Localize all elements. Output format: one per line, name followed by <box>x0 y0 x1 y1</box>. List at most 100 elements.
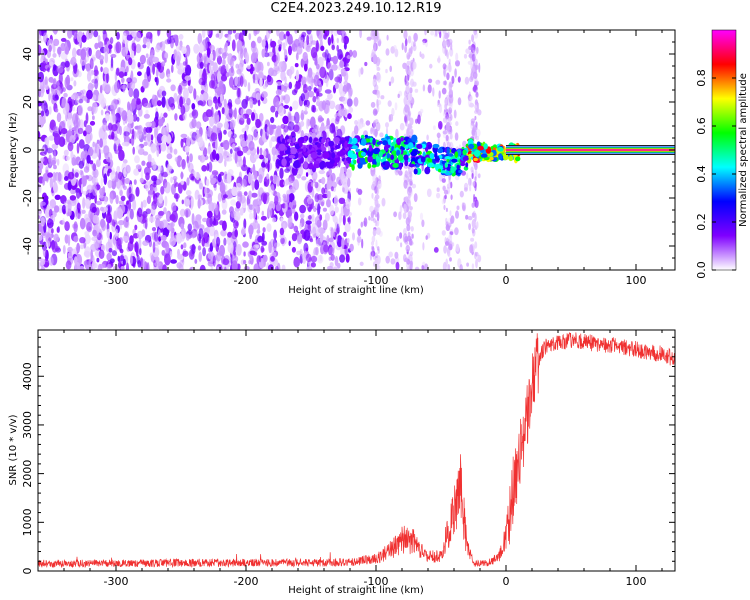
spectrogram-noise-cell <box>348 87 353 97</box>
spectrogram-noise-cell <box>394 48 399 58</box>
spectrogram-noise-cell <box>220 74 228 82</box>
spectrogram-noise-cell <box>361 238 364 249</box>
spectrogram-signal-cell <box>480 153 488 158</box>
spectrogram-signal-cell <box>297 153 304 158</box>
spectrogram-noise-cell <box>80 267 85 270</box>
spectrogram-signal-cell <box>321 138 325 144</box>
spectrogram-noise-cell <box>446 183 451 189</box>
spectrogram-noise-cell <box>373 261 376 267</box>
spectrogram-noise-cell <box>393 211 397 218</box>
spectrogram-noise-cell <box>184 145 190 153</box>
spectrogram-noise-cell <box>217 71 221 83</box>
spectrogram-noise-cell <box>156 100 162 107</box>
spectrogram-noise-cell <box>405 244 411 253</box>
spectrogram-signal-cell <box>372 138 376 146</box>
spectrogram-signal-cell <box>497 146 504 152</box>
spectrogram-noise-cell <box>165 242 170 254</box>
spectrogram-noise-cell <box>266 173 270 180</box>
spectrogram-noise-cell <box>422 38 428 44</box>
spectrogram-noise-cell <box>212 62 218 73</box>
spectrogram-noise-cell <box>289 106 293 112</box>
spectrogram-noise-cell <box>73 235 79 243</box>
spectrogram-noise-cell <box>62 218 65 225</box>
spectrogram-noise-cell <box>465 214 469 220</box>
spectrogram-noise-cell <box>354 125 359 135</box>
spectrogram-noise-cell <box>146 38 151 49</box>
spectrogram-noise-cell <box>241 226 246 235</box>
spectrogram-noise-cell <box>42 245 47 258</box>
spectrogram-noise-cell <box>233 147 240 152</box>
y-tick-label: 4000 <box>21 362 34 390</box>
spectrogram-noise-cell <box>292 199 297 206</box>
spectrogram-noise-cell <box>250 167 255 173</box>
spectrogram-noise-cell <box>263 181 267 187</box>
spectrogram-noise-cell <box>338 217 341 227</box>
spectrogram-noise-cell <box>67 252 74 259</box>
spectrogram-noise-cell <box>454 68 457 78</box>
spectrogram-noise-cell <box>97 41 104 49</box>
spectrogram-noise-cell <box>239 207 244 216</box>
spectrogram-noise-cell <box>386 126 388 136</box>
spectrogram-noise-cell <box>157 30 160 37</box>
spectrogram-noise-cell <box>67 30 73 39</box>
spectrogram-noise-cell <box>133 179 137 186</box>
spectrogram-noise-cell <box>116 122 121 134</box>
spectrogram-noise-cell <box>87 70 95 76</box>
spectrogram-signal-cell <box>371 164 377 168</box>
spectrogram-signal-cell <box>462 149 467 156</box>
spectrogram-noise-cell <box>102 30 107 35</box>
spectrogram-noise-cell <box>223 237 227 246</box>
spectrogram-noise-cell <box>407 250 410 260</box>
spectrogram-noise-cell <box>331 64 338 71</box>
spectrogram-noise-cell <box>321 187 326 195</box>
spectrogram-noise-cell <box>473 104 478 109</box>
spectrogram-noise-cell <box>446 237 449 245</box>
spectrogram-noise-cell <box>208 161 213 173</box>
spectrogram-noise-cell <box>191 213 195 225</box>
spectrogram-noise-cell <box>199 264 206 270</box>
spectrogram-noise-cell <box>92 184 98 196</box>
spectrogram-signal-cell <box>303 146 307 152</box>
spectrogram-signal-cell <box>483 143 488 150</box>
spectrogram-noise-cell <box>114 138 121 146</box>
spectrogram-noise-cell <box>258 255 262 263</box>
spectrogram-noise-cell <box>87 174 93 182</box>
spectrogram-noise-cell <box>408 171 412 178</box>
spectrogram-noise-cell <box>92 214 99 224</box>
spectrogram-noise-cell <box>287 121 295 131</box>
spectrogram-noise-cell <box>253 30 258 37</box>
spectrogram-noise-cell <box>247 172 252 184</box>
spectrogram-noise-cell <box>409 93 413 100</box>
spectrogram-noise-cell <box>150 143 157 154</box>
spectrogram-noise-cell <box>44 109 50 117</box>
spectrogram-noise-cell <box>359 30 362 39</box>
spectrogram-noise-cell <box>87 146 94 157</box>
spectrogram-noise-cell <box>174 113 178 121</box>
snr-series-line <box>38 332 675 569</box>
spectrogram-noise-cell <box>96 139 100 144</box>
spectrogram-noise-cell <box>210 177 216 186</box>
spectrogram-noise-cell <box>405 257 409 263</box>
spectrogram-noise-cell <box>234 107 237 120</box>
spectrogram-noise-cell <box>208 202 215 212</box>
spectrogram-noise-cell <box>448 94 454 104</box>
spectrogram-noise-cell <box>276 125 282 136</box>
spectrogram-noise-cell <box>81 209 86 214</box>
spectrogram-noise-cell <box>77 127 84 135</box>
spectrogram-noise-cell <box>230 66 234 74</box>
spectrogram-noise-cell <box>374 84 379 92</box>
spectrogram-noise-cell <box>272 154 276 162</box>
spectrogram-signal-cell <box>324 142 329 148</box>
spectrogram-noise-cell <box>323 244 329 253</box>
spectrogram-noise-cell <box>215 47 221 58</box>
spectrogram-noise-cell <box>401 42 404 51</box>
spectrogram-noise-cell <box>145 121 152 128</box>
spectrogram-noise-cell <box>474 58 478 66</box>
spectrogram-noise-cell <box>257 223 261 233</box>
spectrogram-noise-cell <box>111 124 118 132</box>
spectrogram-noise-cell <box>328 100 336 110</box>
spectrogram-noise-cell <box>65 260 72 270</box>
spectrogram-noise-cell <box>184 75 191 81</box>
spectrogram-noise-cell <box>385 68 388 74</box>
spectrogram-noise-cell <box>102 67 109 75</box>
